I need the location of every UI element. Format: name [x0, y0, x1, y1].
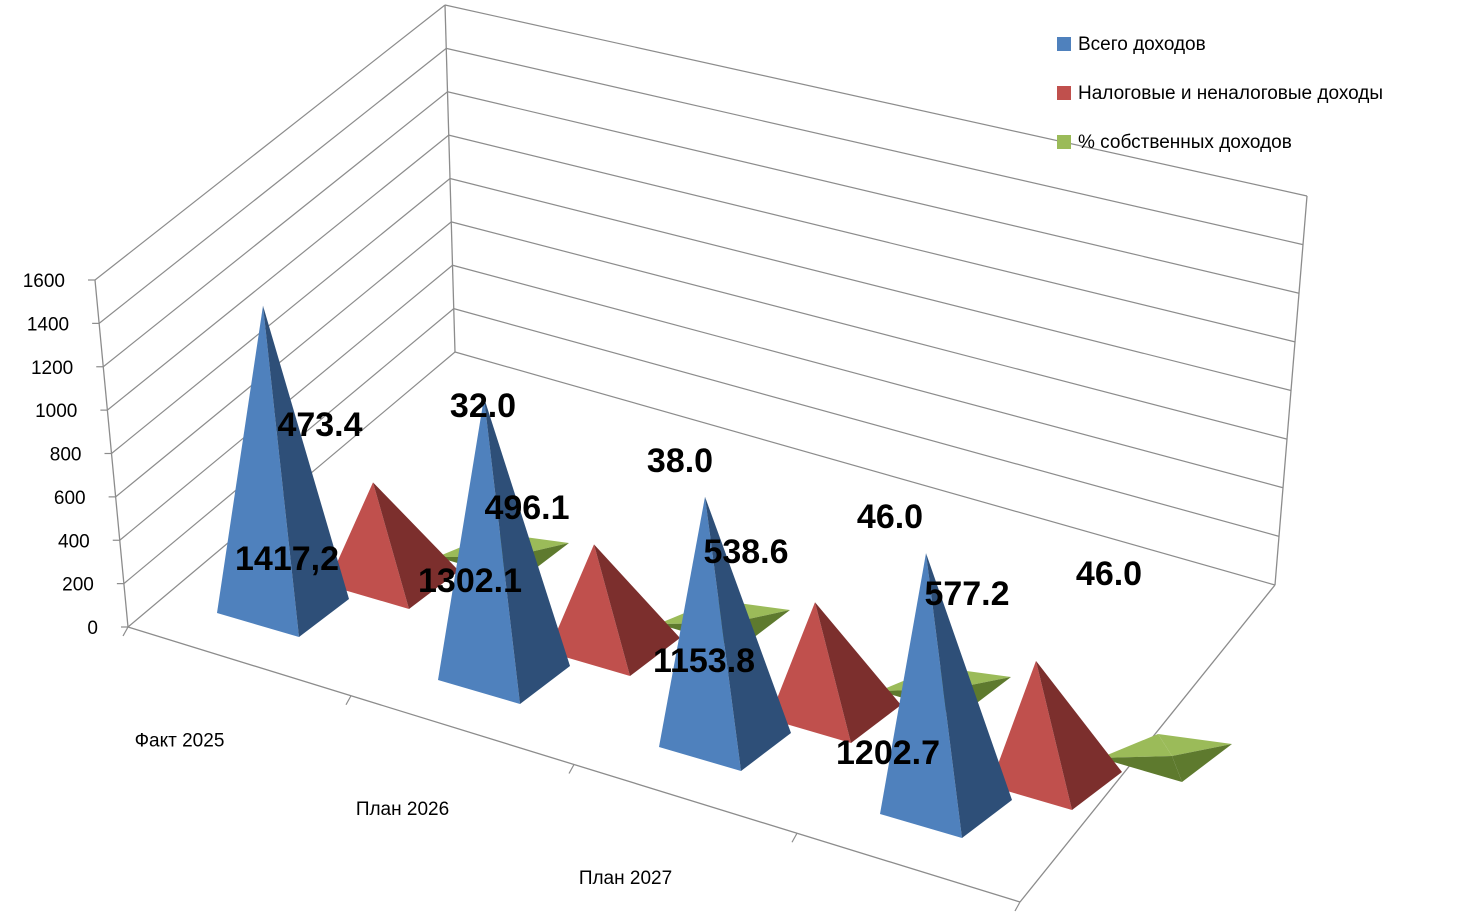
legend-label: Налоговые и неналоговые доходы: [1078, 83, 1383, 104]
x-tick-mark: [568, 764, 575, 774]
pyramid-face: [327, 482, 409, 609]
data-label: 46.0: [857, 498, 923, 536]
data-labels: 1417,2 473.4 32.0 1302.1 496.1 38.0 1153.8 538.…: [235, 387, 1142, 772]
y-tick-label: 1000: [35, 401, 77, 422]
gridline: [115, 221, 452, 498]
pyramid-face: [373, 482, 459, 609]
pyramid-face: [263, 305, 349, 637]
gridline: [106, 134, 450, 411]
y-tick-label: 600: [54, 488, 86, 509]
pyramid-face: [659, 496, 741, 771]
pyramid-face: [484, 397, 570, 704]
pyramid-face: [1100, 756, 1182, 782]
pyramid-face: [705, 496, 791, 771]
y-tick-label: 1200: [31, 358, 73, 379]
gridline: [448, 134, 1296, 343]
pyramid-face: [926, 553, 1012, 838]
legend-swatch: [1057, 37, 1071, 51]
gridline: [449, 177, 1292, 392]
gridline: [452, 264, 1284, 489]
pyramid-face: [217, 305, 299, 637]
y-tick-label: 1400: [27, 314, 69, 335]
gridline: [102, 91, 448, 368]
pyramid-face: [1158, 734, 1232, 757]
x-tick-mark: [122, 626, 129, 637]
pyramid-face: [594, 544, 680, 676]
gridline: [98, 47, 447, 324]
gridline: [451, 221, 1288, 440]
data-label: 38.0: [647, 442, 713, 480]
gridline: [444, 4, 1308, 197]
data-label: 577.2: [924, 575, 1009, 613]
data-label: 46.0: [1076, 555, 1142, 593]
legend-label: % собственных доходов: [1078, 132, 1292, 153]
gridline: [447, 91, 1300, 294]
data-label: 496.1: [484, 489, 569, 527]
data-label: 1302.1: [418, 562, 522, 600]
data-label: 538.6: [703, 533, 788, 571]
gridline: [454, 351, 1276, 586]
gridline: [94, 4, 446, 281]
chart-walls: [94, 4, 1308, 903]
y-tick-label: 400: [58, 531, 90, 552]
data-label: 1153.8: [653, 642, 755, 680]
x-tick-mark: [1014, 901, 1021, 912]
pyramid-face: [1172, 744, 1232, 782]
pyramid-face: [880, 553, 962, 838]
legend-swatch: [1057, 135, 1071, 149]
pyramid-face: [548, 544, 630, 676]
y-tick-label: 0: [87, 618, 98, 639]
data-label: 1202.7: [836, 734, 940, 772]
pyramid-face: [1100, 734, 1172, 758]
legend: Всего доходов Налоговые и неналоговые дох…: [1057, 34, 1383, 153]
pyramid-face: [815, 602, 901, 743]
x-tick-mark: [791, 832, 798, 843]
gridline: [446, 47, 1304, 246]
pyramid-face: [990, 660, 1072, 810]
legend-label: Всего доходов: [1078, 34, 1206, 55]
x-tick-label: План 2027: [579, 868, 672, 889]
x-tick-label: План 2026: [356, 799, 449, 820]
chart-marks: [217, 305, 1232, 838]
data-label: 1417,2: [235, 540, 339, 578]
y-tick-label: 800: [50, 445, 82, 466]
y-tick-label: 1600: [23, 271, 65, 292]
pyramid-face: [438, 397, 520, 704]
y-tick-label: 200: [62, 575, 94, 596]
pyramid-face: [1036, 660, 1122, 810]
legend-swatch: [1057, 86, 1071, 100]
y-axis: 0 200 400 600 800 1000 1200 1400 1600: [23, 271, 128, 639]
x-tick-mark: [345, 695, 352, 706]
data-label: 32.0: [450, 387, 516, 425]
pyramid-face: [769, 602, 851, 743]
gridline: [453, 308, 1280, 537]
x-tick-label: Факт 2025: [135, 730, 225, 751]
data-label: 473.4: [277, 406, 362, 444]
gridline: [111, 178, 451, 454]
